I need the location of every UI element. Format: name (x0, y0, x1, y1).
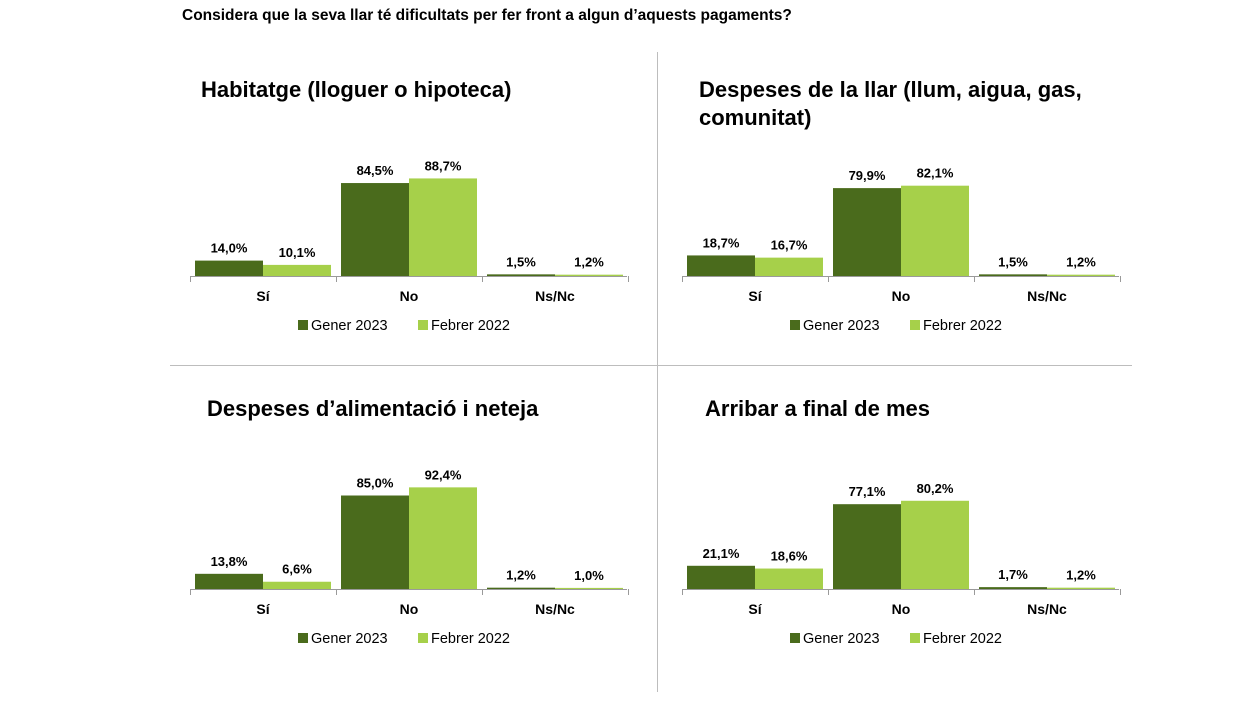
legend-label: Gener 2023 (803, 318, 880, 334)
bar (755, 257, 823, 276)
data-label: 13,8% (211, 554, 248, 569)
data-label: 88,7% (425, 158, 462, 173)
chart-title: Arribar a final de mes (705, 395, 930, 423)
chart-svg: 18,7% 16,7% Sí 79,9% 82,1% No 1,5% 1,2% Ns/Nc Gen… (682, 166, 1121, 334)
category-label: Sí (748, 601, 762, 617)
chart-panel-final-mes: Arribar a final de mes 21,1% 18,6% Sí 77,1%… (672, 383, 1132, 668)
category-label: Ns/Nc (535, 601, 575, 617)
data-label: 1,2% (574, 255, 604, 270)
category-label: No (400, 288, 419, 304)
bar (195, 260, 263, 276)
chart-svg: 21,1% 18,6% Sí 77,1% 80,2% No 1,7% 1,2% Ns/Nc Gen… (682, 481, 1121, 647)
data-label: 80,2% (917, 481, 954, 496)
bar (263, 581, 331, 589)
data-label: 1,2% (506, 568, 536, 583)
category-label: No (400, 601, 419, 617)
data-label: 1,5% (998, 254, 1028, 269)
data-label: 18,6% (771, 549, 808, 564)
category-label: Sí (748, 288, 762, 304)
horizontal-divider (170, 365, 1132, 366)
chart-panel-habitatge: Habitatge (lloguer o hipoteca) 14,0% 10,1… (180, 70, 640, 355)
bar (979, 587, 1047, 589)
category-label: Ns/Nc (535, 288, 575, 304)
data-label: 1,2% (1066, 568, 1096, 583)
bar (687, 255, 755, 276)
data-label: 1,7% (998, 567, 1028, 582)
bar (263, 264, 331, 276)
data-label: 84,5% (357, 163, 394, 178)
category-label: Ns/Nc (1027, 601, 1067, 617)
data-label: 79,9% (849, 168, 886, 183)
bar (487, 274, 555, 276)
legend-swatch (790, 320, 800, 330)
legend-label: Gener 2023 (803, 631, 880, 647)
data-label: 10,1% (279, 245, 316, 260)
bar (755, 568, 823, 589)
chart-title-line: comunitat) (699, 105, 812, 130)
chart-title: Despeses de la llar (llum, aigua, gas, c… (699, 76, 1082, 132)
bar (195, 573, 263, 589)
legend-label: Febrer 2022 (431, 318, 510, 334)
bar (1047, 274, 1115, 276)
category-label: Sí (256, 601, 270, 617)
chart-title-text: Arribar a final de mes (705, 396, 930, 421)
bar (833, 504, 901, 589)
chart-svg: 14,0% 10,1% Sí 84,5% 88,7% No 1,5% 1,2% Ns/Nc Gen… (190, 158, 629, 334)
bar (341, 495, 409, 589)
chart-title: Despeses d’alimentació i neteja (207, 395, 538, 423)
category-label: No (892, 601, 911, 617)
legend-swatch (298, 320, 308, 330)
category-label: Sí (256, 288, 270, 304)
page-title: Considera que la seva llar té dificultat… (182, 7, 792, 24)
bar (901, 500, 969, 589)
chart-panel-alimentacio: Despeses d’alimentació i neteja 13,8% 6,6… (180, 383, 640, 668)
chart-svg: 13,8% 6,6% Sí 85,0% 92,4% No 1,2% 1,0% Ns/Nc Gene… (190, 467, 629, 647)
data-label: 1,0% (574, 568, 604, 583)
vertical-divider (657, 52, 658, 692)
data-label: 6,6% (282, 562, 312, 577)
bar (901, 185, 969, 276)
chart-title-line: Despeses de la llar (llum, aigua, gas, (699, 77, 1082, 102)
data-label: 21,1% (703, 546, 740, 561)
bar (979, 274, 1047, 276)
bar (1047, 587, 1115, 589)
chart-title-text: Despeses d’alimentació i neteja (207, 396, 539, 421)
legend-swatch (790, 633, 800, 643)
legend-swatch (418, 320, 428, 330)
category-label: Ns/Nc (1027, 288, 1067, 304)
category-label: No (892, 288, 911, 304)
data-label: 14,0% (211, 241, 248, 256)
data-label: 1,5% (506, 254, 536, 269)
bar (687, 565, 755, 589)
data-label: 77,1% (849, 484, 886, 499)
data-label: 82,1% (917, 166, 954, 181)
data-label: 85,0% (357, 476, 394, 491)
chart-title-text: Habitatge (lloguer o hipoteca) (201, 77, 512, 102)
data-label: 1,2% (1066, 255, 1096, 270)
bar (341, 183, 409, 276)
bar (555, 587, 623, 589)
legend-label: Febrer 2022 (923, 318, 1002, 334)
legend-label: Gener 2023 (311, 631, 388, 647)
legend-label: Febrer 2022 (431, 631, 510, 647)
data-label: 18,7% (703, 235, 740, 250)
bar (555, 274, 623, 276)
bar (409, 178, 477, 276)
legend-label: Gener 2023 (311, 318, 388, 334)
legend-swatch (298, 633, 308, 643)
bar (833, 188, 901, 276)
chart-panel-despeses-llar: Despeses de la llar (llum, aigua, gas, c… (672, 70, 1132, 355)
bar (487, 587, 555, 589)
chart-title: Habitatge (lloguer o hipoteca) (201, 76, 511, 104)
data-label: 16,7% (771, 238, 808, 253)
legend-swatch (418, 633, 428, 643)
legend-swatch (910, 633, 920, 643)
legend-label: Febrer 2022 (923, 631, 1002, 647)
bar (409, 487, 477, 589)
data-label: 92,4% (425, 467, 462, 482)
legend-swatch (910, 320, 920, 330)
